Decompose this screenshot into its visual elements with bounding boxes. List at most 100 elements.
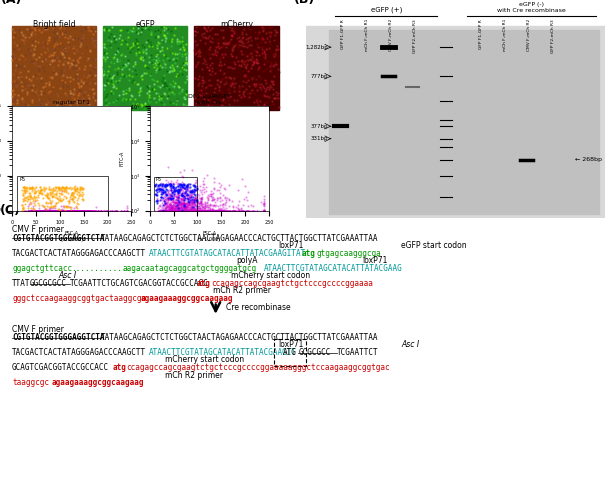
Point bbox=[45, 207, 55, 214]
Point bbox=[170, 207, 180, 214]
Point bbox=[164, 206, 174, 213]
Point bbox=[57, 207, 67, 214]
Point bbox=[169, 207, 179, 214]
Point bbox=[192, 207, 202, 214]
Point bbox=[169, 182, 178, 190]
Point bbox=[169, 207, 178, 214]
Point bbox=[190, 207, 200, 214]
Point bbox=[229, 202, 238, 210]
Point bbox=[81, 207, 90, 214]
Point bbox=[169, 206, 178, 213]
Point bbox=[192, 207, 202, 214]
Point bbox=[186, 207, 196, 214]
Point bbox=[70, 207, 80, 214]
Point bbox=[187, 207, 197, 214]
Point bbox=[181, 185, 191, 193]
Point bbox=[187, 207, 197, 214]
Point bbox=[28, 207, 38, 214]
Point bbox=[26, 191, 35, 198]
Point bbox=[198, 181, 208, 188]
Point bbox=[49, 207, 59, 214]
Point bbox=[205, 207, 215, 214]
Point bbox=[178, 207, 188, 214]
Title: regular DF1: regular DF1 bbox=[53, 100, 90, 105]
Point bbox=[31, 207, 40, 214]
Point bbox=[45, 207, 54, 214]
Point bbox=[27, 207, 37, 214]
Point bbox=[161, 176, 171, 183]
Point bbox=[32, 207, 42, 214]
Point bbox=[189, 197, 199, 205]
Point bbox=[170, 207, 180, 214]
Point bbox=[203, 207, 213, 214]
Point bbox=[55, 207, 65, 214]
Point bbox=[172, 207, 181, 214]
Point bbox=[32, 207, 42, 214]
Point bbox=[166, 202, 176, 210]
Point bbox=[59, 207, 68, 214]
Point bbox=[160, 207, 170, 214]
Point bbox=[43, 206, 53, 213]
Point bbox=[67, 207, 76, 214]
Point bbox=[167, 207, 177, 214]
Point bbox=[179, 207, 189, 214]
Point bbox=[181, 202, 191, 210]
Point bbox=[174, 207, 184, 214]
Point bbox=[32, 207, 42, 214]
Point bbox=[188, 187, 198, 195]
Point bbox=[66, 207, 76, 214]
Point bbox=[45, 207, 54, 214]
Point bbox=[43, 207, 53, 214]
Point bbox=[170, 204, 180, 212]
Point bbox=[186, 191, 196, 199]
Point bbox=[49, 186, 59, 194]
Point bbox=[185, 207, 194, 214]
Point bbox=[39, 207, 49, 214]
Point bbox=[166, 180, 175, 188]
Point bbox=[19, 184, 29, 192]
Point bbox=[169, 207, 179, 214]
Point bbox=[198, 207, 208, 214]
Point bbox=[177, 204, 187, 212]
Point bbox=[38, 202, 48, 210]
Point bbox=[33, 207, 43, 214]
Point bbox=[119, 207, 129, 214]
Point bbox=[208, 205, 218, 212]
Text: atg: atg bbox=[197, 279, 210, 288]
Point bbox=[178, 199, 188, 207]
Point bbox=[212, 207, 222, 214]
Point bbox=[210, 207, 219, 214]
Point bbox=[187, 207, 197, 214]
Point bbox=[168, 204, 178, 212]
Point bbox=[24, 207, 34, 214]
Point bbox=[37, 207, 46, 214]
Point bbox=[189, 207, 199, 214]
Point bbox=[162, 207, 172, 214]
Point bbox=[175, 207, 185, 214]
Point bbox=[39, 207, 49, 214]
Point bbox=[48, 207, 58, 214]
Point bbox=[180, 207, 189, 214]
Point bbox=[188, 204, 197, 212]
Point bbox=[34, 207, 44, 214]
Point bbox=[218, 207, 228, 214]
Point bbox=[53, 207, 63, 214]
Point bbox=[86, 207, 95, 214]
Point bbox=[162, 207, 172, 214]
Point bbox=[191, 207, 201, 214]
Point bbox=[259, 207, 269, 214]
Point bbox=[170, 204, 180, 212]
Point bbox=[86, 207, 96, 214]
Point bbox=[169, 207, 179, 214]
Point bbox=[169, 197, 178, 205]
Point bbox=[233, 207, 243, 214]
Point bbox=[198, 207, 208, 214]
Point bbox=[184, 207, 194, 214]
Point bbox=[25, 207, 35, 214]
Point bbox=[178, 187, 188, 195]
Point bbox=[167, 202, 177, 210]
Point bbox=[24, 189, 34, 197]
Point bbox=[174, 207, 183, 214]
Point bbox=[122, 207, 131, 214]
Point bbox=[189, 199, 199, 207]
